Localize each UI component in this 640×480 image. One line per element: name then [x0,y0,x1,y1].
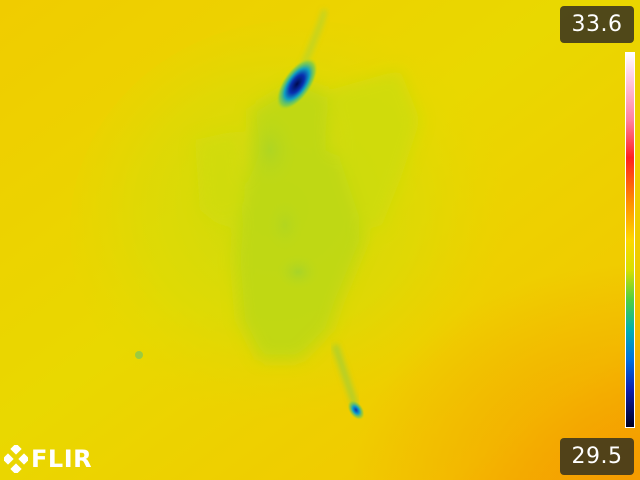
flir-logo-text: FLIR [31,445,93,473]
flir-logo: FLIR [4,444,92,474]
temperature-color-scale [625,52,635,428]
flir-logo-icon [4,445,28,473]
min-temperature-label: 29.5 [560,438,634,475]
max-temperature-label: 33.6 [560,6,634,43]
